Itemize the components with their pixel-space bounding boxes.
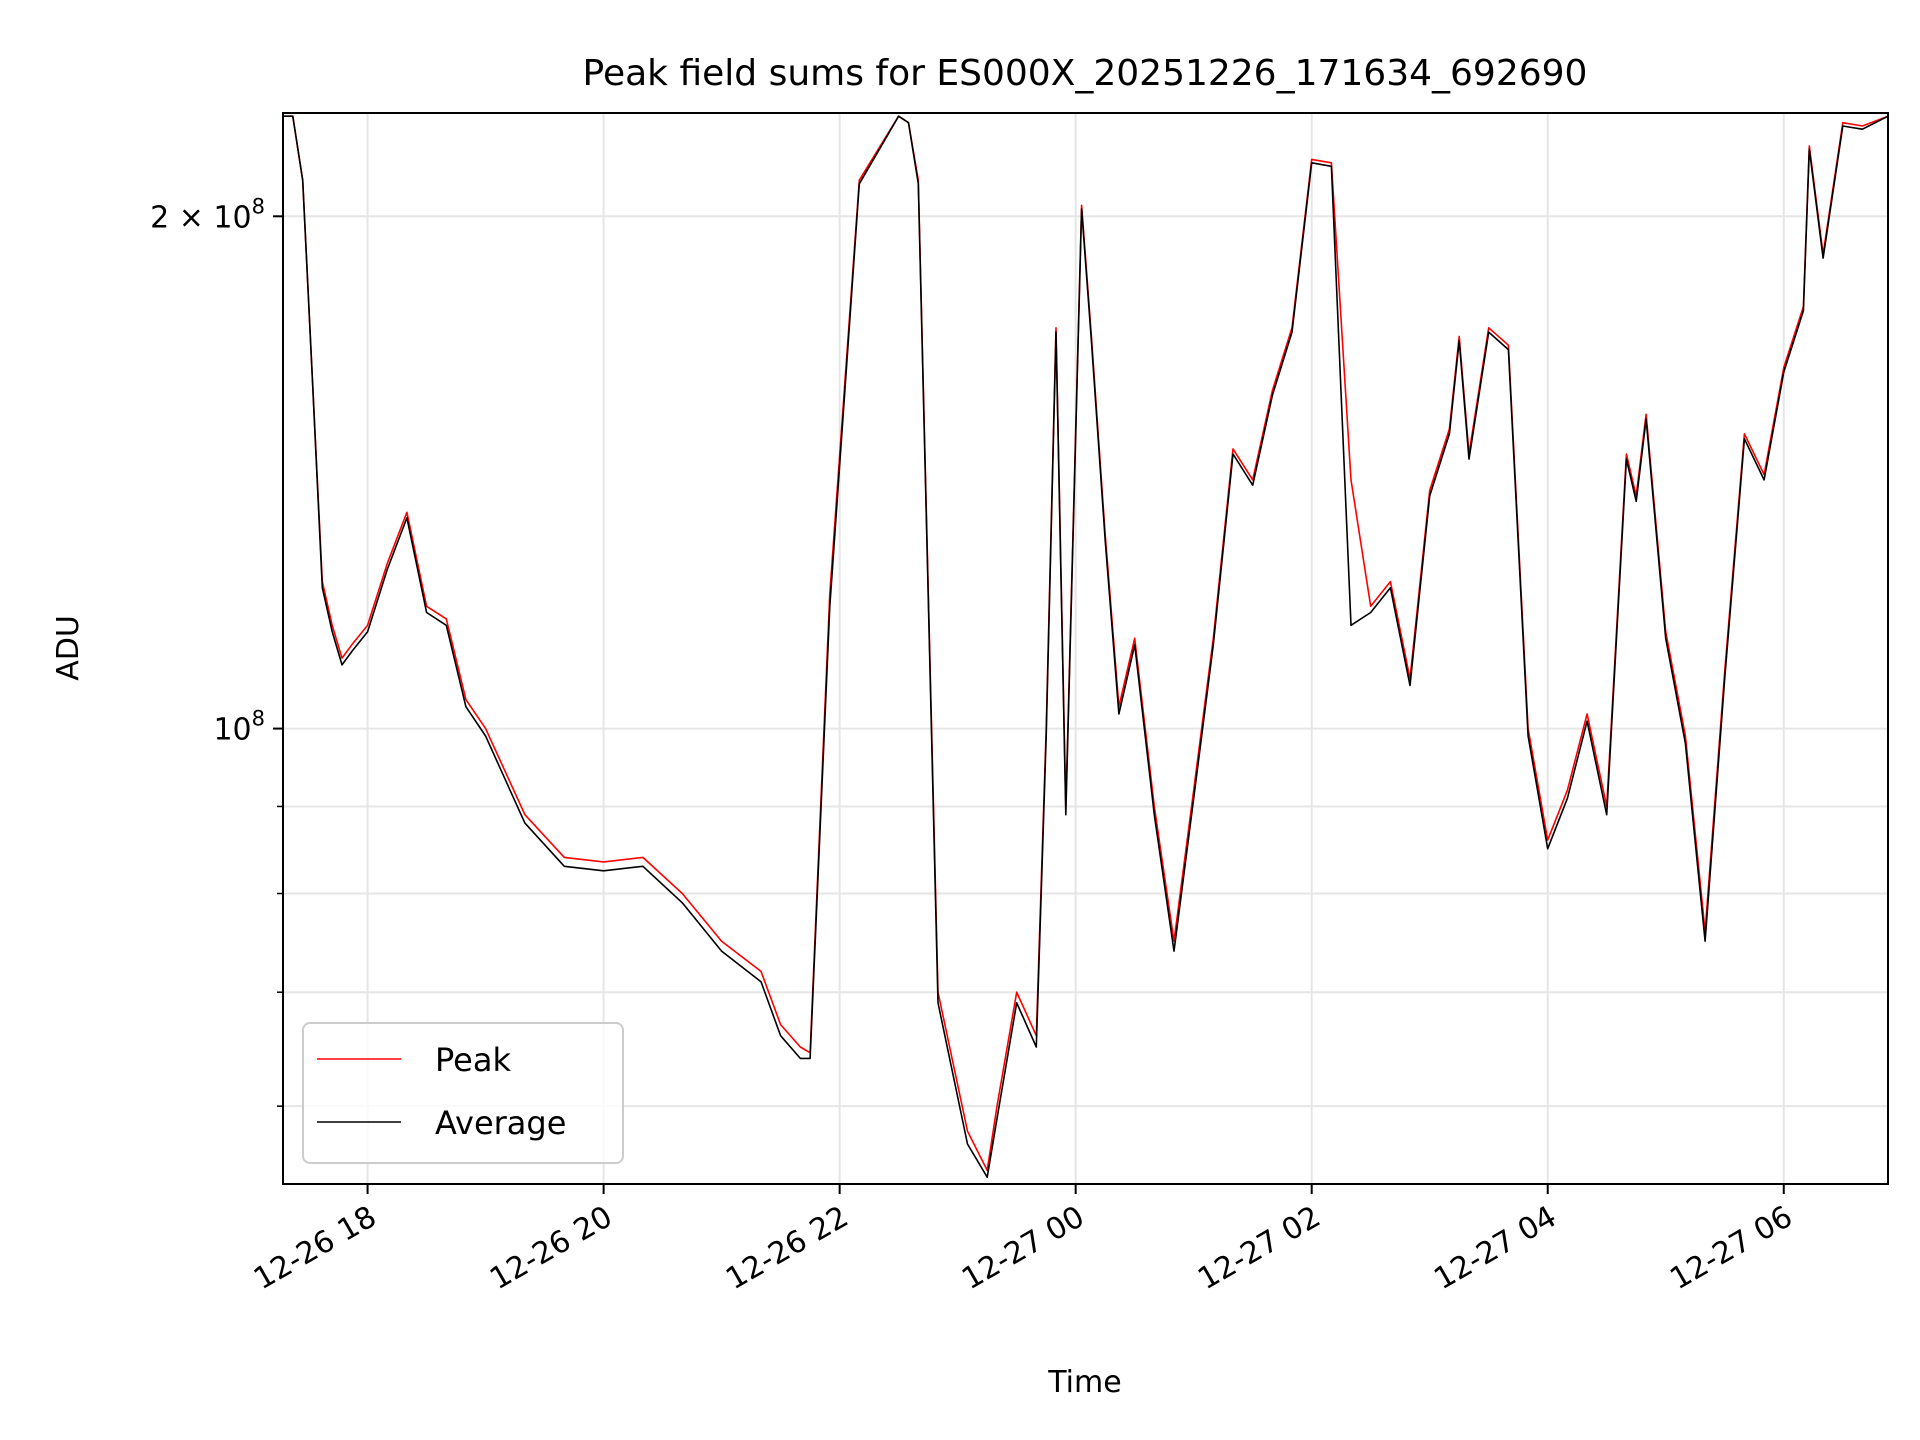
plot-area	[283, 115, 1888, 1178]
chart-title: Peak field sums for ES000X_20251226_1716…	[583, 53, 1588, 94]
x-axis-label: Time	[1047, 1365, 1121, 1400]
legend-average-label: Average	[435, 1104, 566, 1142]
y-tick-label: 2 × 108	[150, 194, 265, 235]
series-line-average	[283, 115, 1888, 1178]
y-axis-label: ADU	[51, 615, 86, 681]
y-axis: 108 2 × 108	[150, 194, 283, 1107]
legend-box	[302, 1022, 624, 1164]
axes-frame	[282, 112, 1889, 1185]
series-layer	[283, 115, 1888, 1178]
legend: Peak Average	[302, 1022, 624, 1164]
y-tick-label: 108	[213, 707, 265, 748]
legend-peak-label: Peak	[435, 1041, 511, 1079]
